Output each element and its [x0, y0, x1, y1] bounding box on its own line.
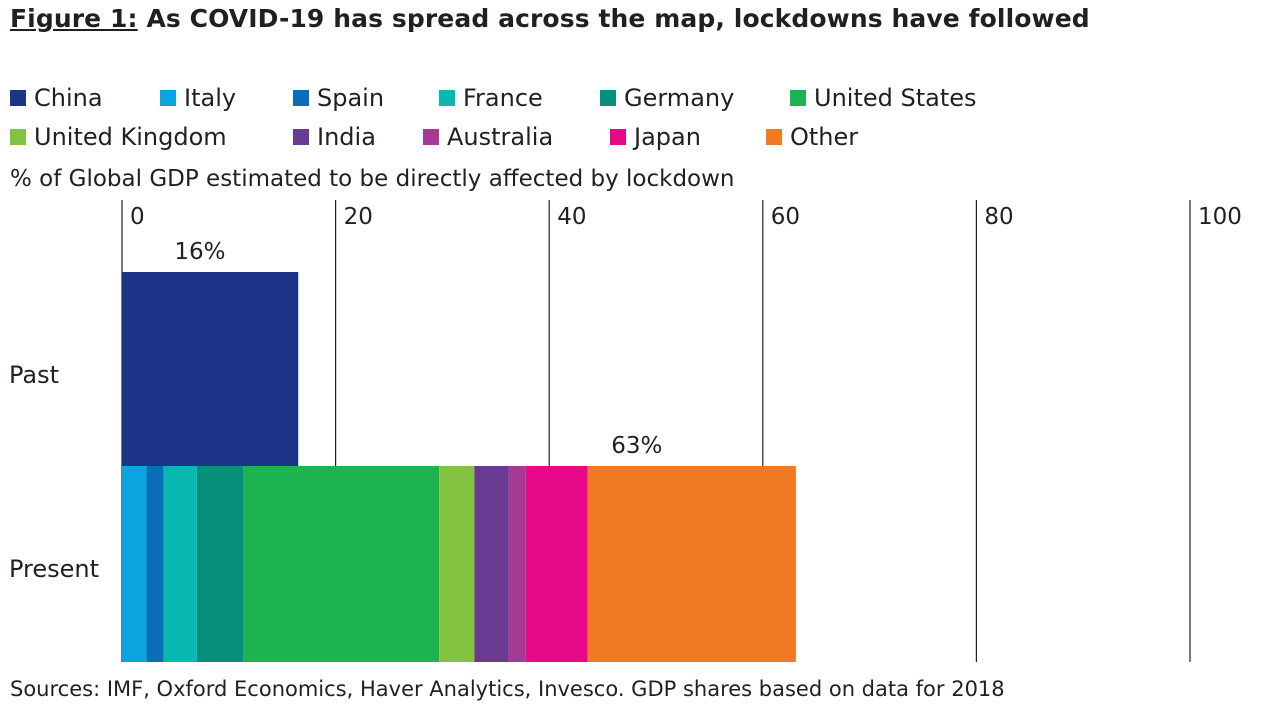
axis-label: % of Global GDP estimated to be directly…: [10, 166, 735, 192]
figure-label: Figure 1:: [10, 4, 138, 33]
legend-label-india: India: [317, 123, 376, 151]
bar-present-united-kingdom: [439, 466, 475, 662]
legend-label-japan: Japan: [634, 123, 701, 151]
bars: [122, 272, 796, 662]
bar-present-japan: [525, 466, 588, 662]
legend-swatch-japan: [610, 129, 626, 145]
legend-swatch-germany: [600, 90, 616, 106]
legend-label-italy: Italy: [184, 84, 237, 112]
category-label-past: Past: [9, 361, 59, 389]
legend-swatch-united-kingdom: [10, 129, 26, 145]
legend-item-china: China: [10, 83, 103, 113]
legend-swatch-india: [293, 129, 309, 145]
legend-label-united-kingdom: United Kingdom: [34, 123, 227, 151]
x-tick-labels: 0 20 40 60 80 100: [130, 204, 1242, 230]
legend-swatch-other: [766, 129, 782, 145]
legend-item-united-states: United States: [790, 83, 977, 113]
legend-item-spain: Spain: [293, 83, 384, 113]
legend-swatch-italy: [160, 90, 176, 106]
bar-present-italy: [122, 466, 147, 662]
legend-swatch-australia: [423, 129, 439, 145]
legend-label-united-states: United States: [814, 84, 977, 112]
x-tick-label-60: 60: [771, 204, 800, 230]
legend-item-france: France: [439, 83, 543, 113]
legend-swatch-spain: [293, 90, 309, 106]
x-tick-label-20: 20: [344, 204, 373, 230]
bar-present-germany: [196, 466, 244, 662]
legend-swatch-united-states: [790, 90, 806, 106]
legend-label-germany: Germany: [624, 84, 735, 112]
category-labels: Past Present: [9, 361, 99, 583]
x-tick-label-40: 40: [557, 204, 586, 230]
legend-swatch-france: [439, 90, 455, 106]
bar-present-spain: [146, 466, 164, 662]
legend-swatch-china: [10, 90, 26, 106]
legend-item-germany: Germany: [600, 83, 734, 113]
legend-label-australia: Australia: [447, 123, 554, 151]
bar-past-china: [122, 272, 299, 466]
legend-item-other: Other: [766, 122, 858, 152]
category-label-present: Present: [9, 555, 99, 583]
x-tick-label-100: 100: [1198, 204, 1242, 230]
bar-present-india: [474, 466, 509, 662]
legend-item-india: India: [293, 122, 376, 152]
x-tick-label-0: 0: [130, 204, 145, 230]
title-text: As COVID-19 has spread across the map, l…: [146, 4, 1090, 33]
legend-label-france: France: [463, 84, 543, 112]
legend-label-spain: Spain: [317, 84, 385, 112]
legend-label-other: Other: [790, 123, 859, 151]
chart-title: Figure 1: As COVID-19 has spread across …: [10, 4, 1090, 33]
legend-item-australia: Australia: [423, 122, 553, 152]
legend-item-italy: Italy: [160, 83, 236, 113]
legend-item-united-kingdom: United Kingdom: [10, 122, 227, 152]
data-label-past: 16%: [174, 239, 225, 265]
data-label-present: 63%: [611, 433, 662, 459]
bar-present-australia: [508, 466, 526, 662]
data-labels: 16% 63%: [174, 239, 662, 459]
bar-present-united-states: [243, 466, 440, 662]
bar-present-france: [163, 466, 197, 662]
x-tick-label-80: 80: [984, 204, 1013, 230]
source-note: Sources: IMF, Oxford Economics, Haver An…: [10, 677, 1005, 701]
legend-item-japan: Japan: [610, 122, 701, 152]
legend-label-china: China: [34, 84, 103, 112]
bar-present-other: [587, 466, 796, 662]
